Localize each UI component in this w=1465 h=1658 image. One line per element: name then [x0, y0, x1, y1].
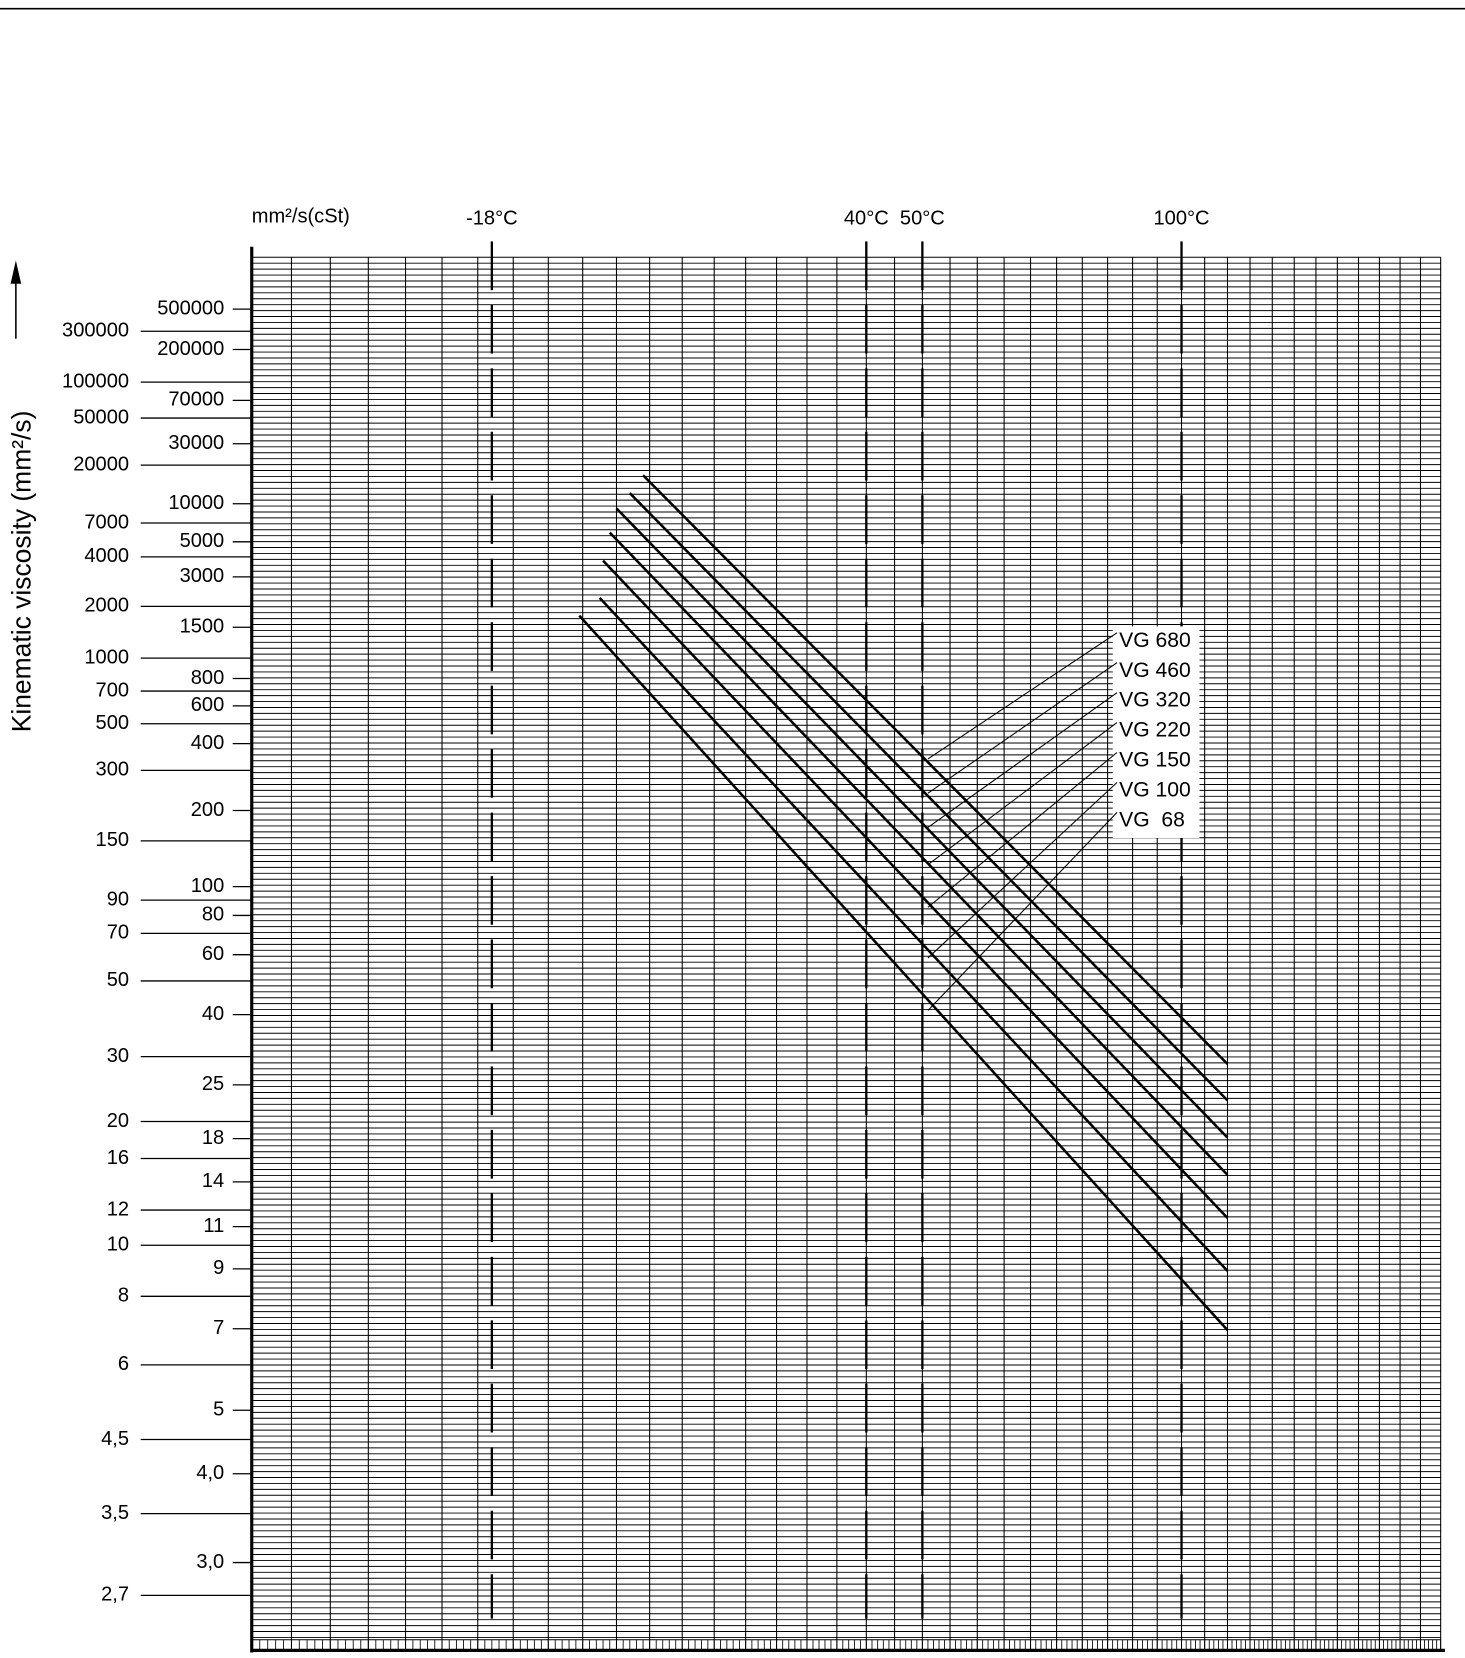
y-tick-label-outer: 8	[118, 1285, 129, 1307]
y-tick-label-outer: 10	[107, 1234, 129, 1256]
y-tick-label-outer: 12	[107, 1198, 129, 1220]
reference-label: -18°C	[466, 207, 518, 229]
y-tick-label-outer: 7000	[84, 511, 129, 533]
y-tick-label-outer: 20	[107, 1110, 129, 1132]
series-line-vg-460	[628, 492, 1229, 1102]
legend-box	[1112, 626, 1200, 838]
y-tick-label-inner: 60	[202, 943, 224, 965]
y-tick-label-outer: 30	[107, 1045, 129, 1067]
legend-leader-line	[927, 722, 1118, 866]
y-tick-label-outer: 700	[96, 679, 130, 701]
reference-label: 50°C	[900, 207, 945, 229]
y-tick-label-outer: 2000	[84, 595, 129, 617]
y-tick-label-outer: 500	[96, 712, 130, 734]
y-tick-label-outer: 4000	[84, 545, 129, 567]
y-tick-label-outer: 4,5	[101, 1428, 129, 1450]
y-tick-label-inner: 80	[202, 904, 224, 926]
y-tick-label-outer: 16	[107, 1147, 129, 1169]
y-tick-label-outer: 1000	[84, 646, 129, 668]
y-tick-label-inner: 40	[202, 1003, 224, 1025]
axes: -50-45-40-35-30-25-20-15-10-50+510152025…	[62, 246, 1445, 1653]
y-axis-title-group: Kinematic viscosity (mm²/s)	[6, 411, 36, 733]
series-line-vg-100	[598, 596, 1229, 1272]
y-tick-label-inner: 4,0	[196, 1462, 224, 1484]
grid	[251, 256, 1442, 1651]
y-tick-label-inner: 100	[191, 875, 224, 897]
y-tick-label-outer: 300000	[62, 320, 129, 342]
y-tick-label-inner: 7	[213, 1317, 224, 1339]
legend-label: VG 150	[1119, 749, 1191, 772]
y-tick-label-outer: 20000	[73, 453, 129, 475]
y-tick-label-outer: 50	[107, 969, 129, 991]
y-tick-label-inner: 18	[202, 1127, 224, 1149]
y-axis-title: Kinematic viscosity (mm²/s)	[6, 411, 36, 733]
series-line-vg-150	[602, 559, 1229, 1219]
y-unit-label: mm²/s(cSt)	[252, 205, 350, 227]
y-tick-label-inner: 600	[191, 694, 224, 716]
y-tick-label-inner: 200000	[157, 338, 224, 360]
y-tick-label-inner: 500000	[157, 297, 224, 319]
y-tick-label-outer: 70	[107, 922, 129, 944]
legend-label: VG 100	[1119, 779, 1191, 802]
y-axis-arrow-icon	[10, 260, 22, 339]
y-tick-label-inner: 11	[203, 1215, 224, 1237]
legend-label: VG 68	[1119, 808, 1185, 831]
y-tick-label-outer: 90	[107, 888, 129, 910]
y-tick-label-outer: 6	[118, 1353, 129, 1375]
y-tick-label-inner: 30000	[168, 432, 224, 454]
y-tick-label-inner: 400	[191, 732, 224, 754]
reference-label: 40°C	[844, 207, 889, 229]
legend-label: VG 680	[1119, 629, 1191, 652]
y-tick-label-inner: 5	[213, 1399, 224, 1421]
legend-leader-line	[927, 782, 1118, 959]
y-tick-label-inner: 9	[213, 1257, 224, 1279]
y-tick-label-inner: 3,0	[196, 1551, 224, 1573]
legend-label: VG 320	[1119, 689, 1191, 712]
y-tick-label-inner: 1500	[180, 616, 225, 638]
y-tick-label-outer: 300	[96, 759, 130, 781]
legend-leader-line	[927, 662, 1118, 794]
y-tick-label-inner: 10000	[168, 492, 224, 514]
series-line-vg-220	[608, 531, 1229, 1176]
y-tick-label-outer: 100000	[62, 370, 129, 392]
reference-temperature-lines: -18°C 40°C 50°C 100°C	[466, 207, 1210, 1619]
series-line-vg-680	[642, 474, 1229, 1065]
y-tick-label-outer: 2,7	[101, 1584, 129, 1606]
y-tick-label-inner: 14	[202, 1170, 224, 1192]
y-tick-label-inner: 3000	[180, 565, 225, 587]
legend-leader-line	[927, 812, 1118, 1011]
legend-label: VG 460	[1119, 659, 1191, 682]
y-tick-label-inner: 800	[191, 667, 224, 689]
legend-leader-line	[927, 692, 1118, 828]
y-tick-label-inner: 5000	[180, 530, 225, 552]
y-tick-label-outer: 50000	[73, 406, 129, 428]
reference-label: 100°C	[1154, 207, 1210, 229]
series-line-vg-320	[615, 507, 1229, 1139]
legend-label: VG 220	[1119, 719, 1191, 742]
y-tick-label-inner: 200	[191, 799, 224, 821]
legend: VG 680 VG 460 VG 320 VG 220 VG 150 VG 100 VG 6…	[927, 626, 1200, 1011]
y-tick-label-outer: 3,5	[101, 1502, 129, 1524]
y-tick-label-inner: 25	[202, 1073, 224, 1095]
y-tick-label-inner: 70000	[168, 389, 224, 411]
series-lines	[578, 474, 1229, 1331]
legend-leader-line	[927, 752, 1118, 908]
legend-leader-line	[927, 632, 1118, 760]
series-line-vg-68	[578, 614, 1229, 1331]
y-tick-label-outer: 150	[96, 829, 130, 851]
